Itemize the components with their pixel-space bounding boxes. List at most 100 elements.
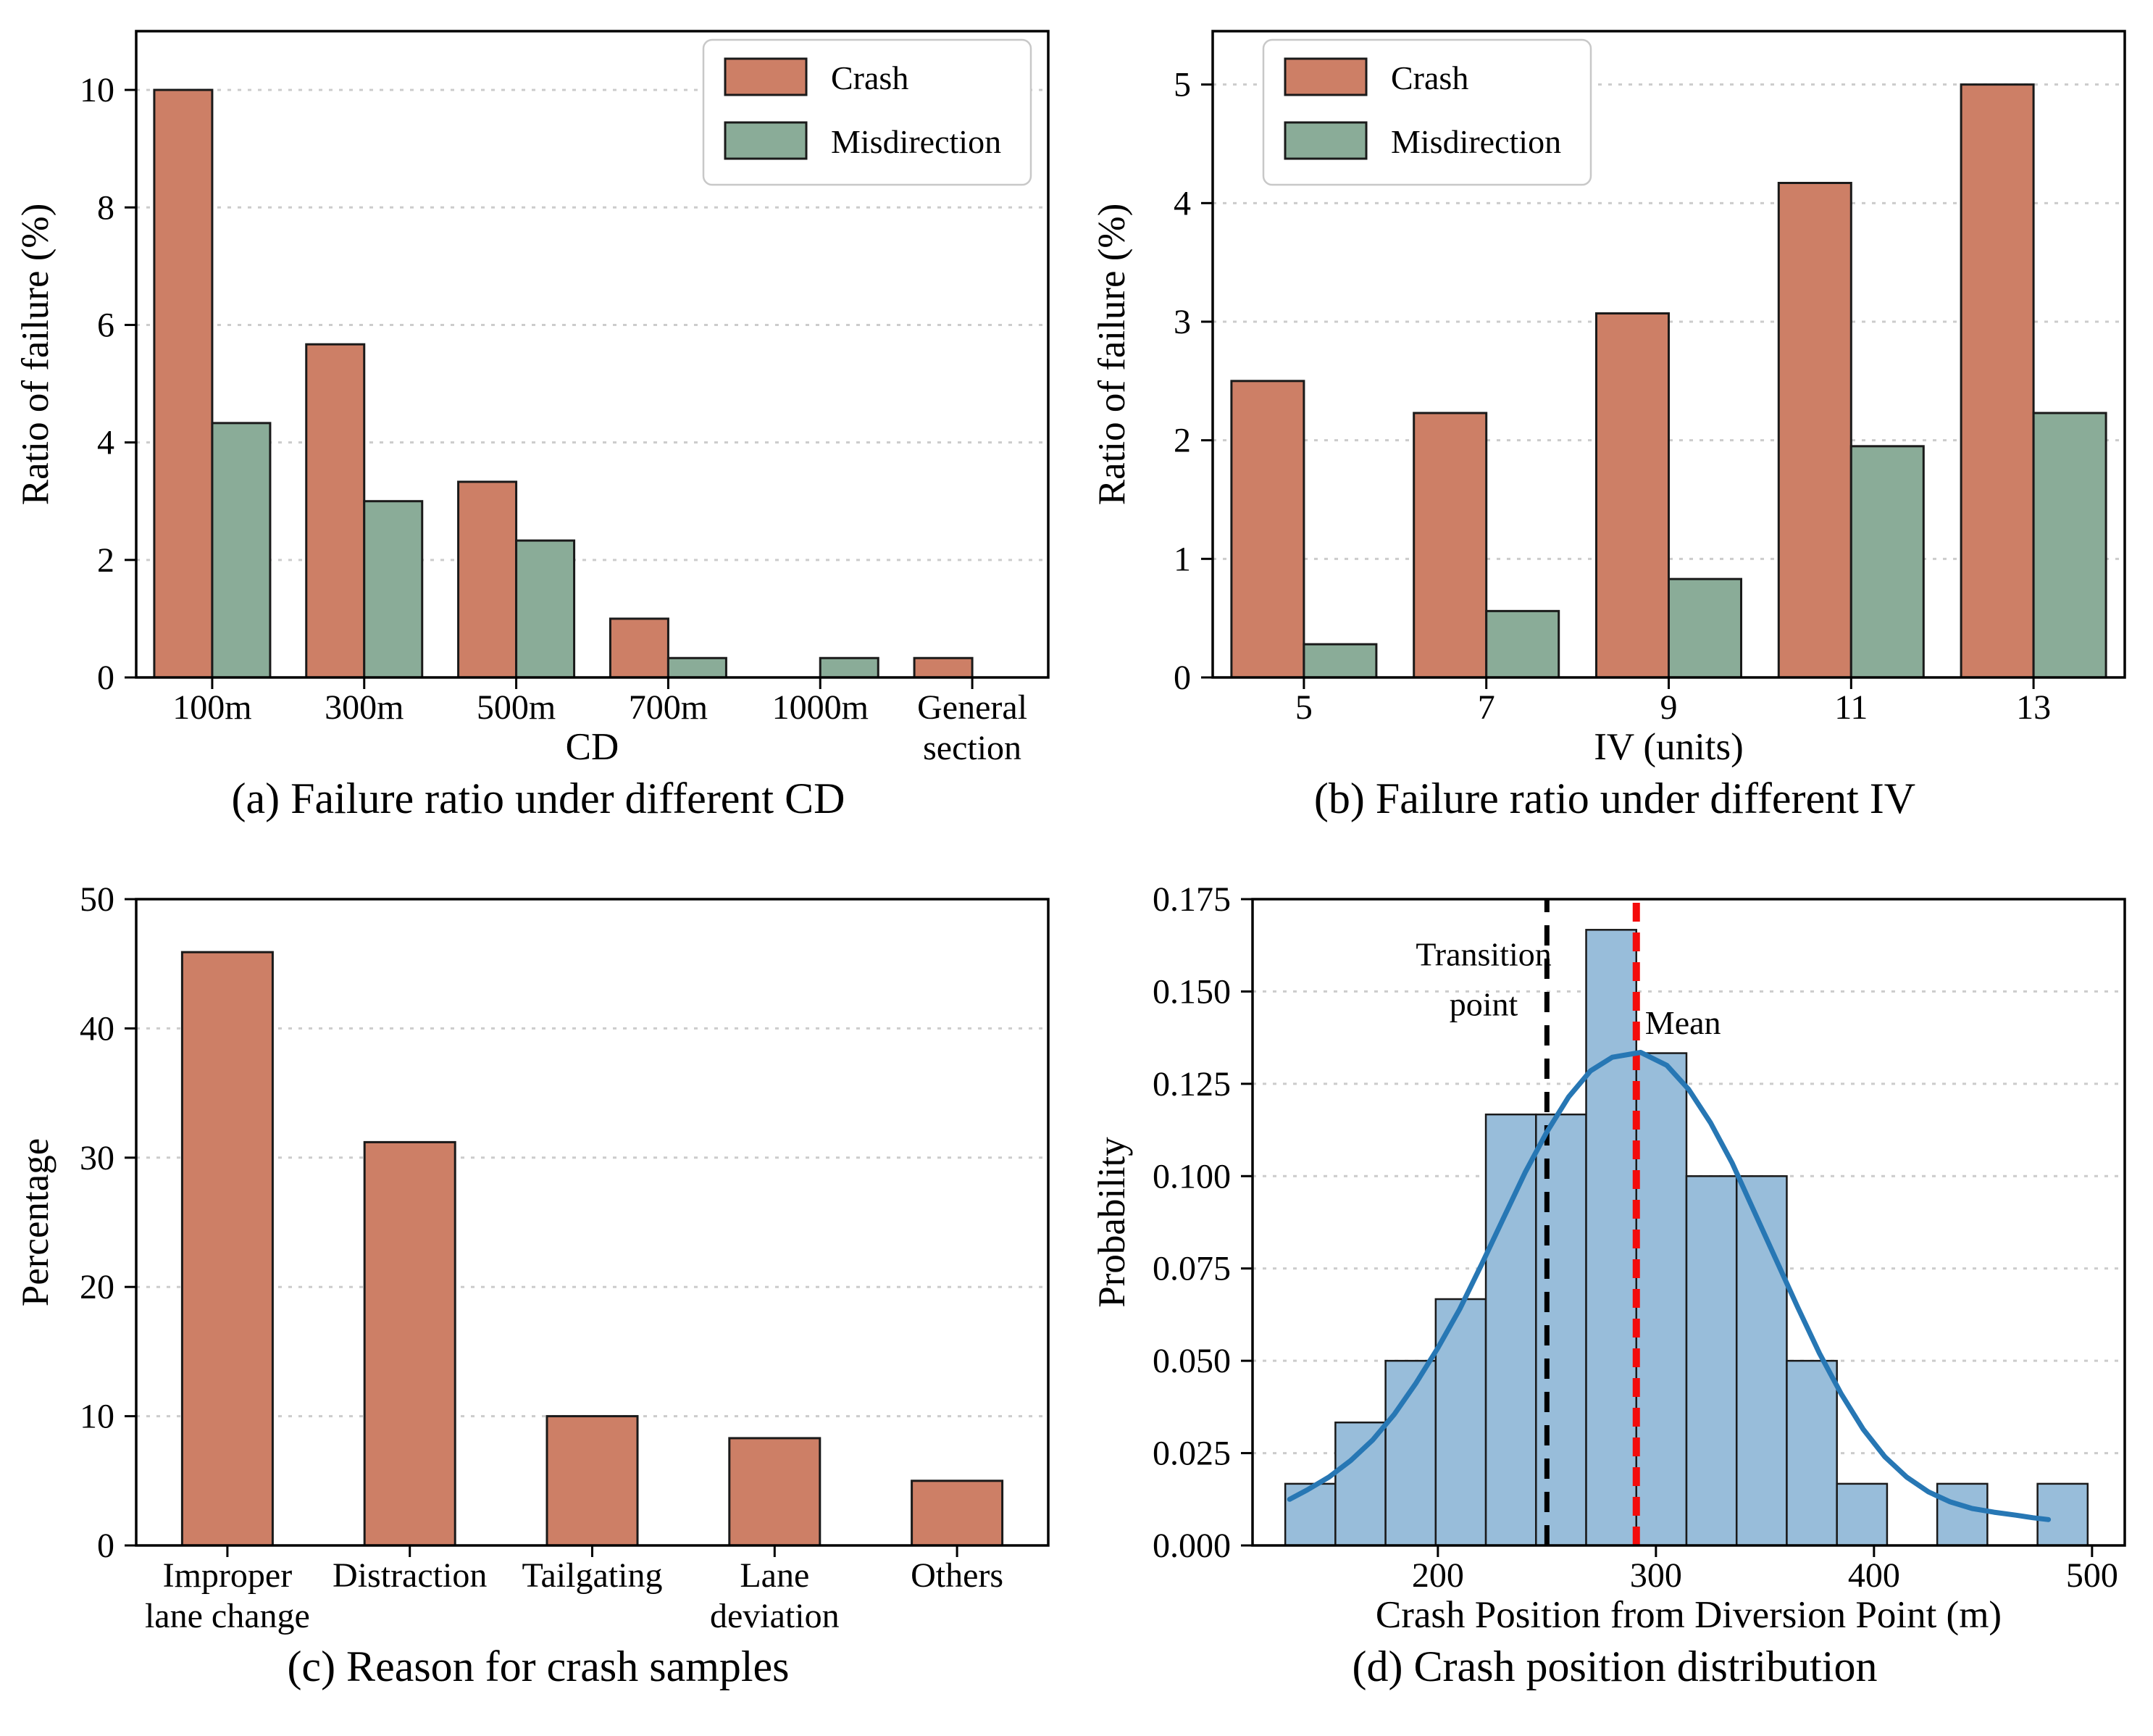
x-tick-label: 11 [1834,688,1868,727]
chart-failure-ratio-cd: 0 2 4 6 8 10 Ratio of failure (%) 100m 300m 500m 7… [14,30,1050,768]
y-tick-label: 8 [97,188,114,227]
legend-swatch-misdirection [1284,121,1368,160]
x-axis-label: Crash Position from Diversion Point (m) [1376,1594,2002,1636]
x-tick-label: 100m [172,688,251,727]
bar-crash-1 [1413,412,1488,679]
bar-crash-0 [153,88,214,679]
x-tick-label: 9 [1660,688,1678,727]
legend-label: Crash [1391,59,1468,96]
hist-bar-8 [1685,1175,1738,1547]
bar-crash-4 [911,1480,1004,1547]
y-tick-label: 50 [80,880,114,919]
x-tick-label: 400 [1848,1556,1900,1595]
x-tick-label: 7 [1478,688,1495,727]
bar-crash-0 [180,951,274,1547]
y-tick-label: 40 [80,1009,114,1048]
plot-frame [1211,30,2126,679]
bar-crash-5 [913,656,974,679]
x-tick-label: 300m [325,688,404,727]
hist-bar-11 [1836,1482,1889,1547]
bar-misdirection-0 [211,422,272,679]
hist-bar-6 [1585,929,1638,1547]
y-tick-label: 0.125 [1153,1065,1231,1103]
bar-misdirection-4 [2032,412,2107,679]
y-tick-label: 10 [80,1398,114,1436]
y-tick-label: 0.175 [1153,880,1231,919]
x-tick-label: 200 [1412,1556,1464,1595]
hist-bar-10 [1786,1359,1838,1547]
bar-crash-3 [728,1437,822,1547]
x-axis-label: CD [566,726,619,768]
x-tick-label: Tailgating [522,1556,663,1595]
bar-crash-0 [1230,380,1305,679]
x-tick-label: 5 [1295,688,1313,727]
hist-bar-13 [1936,1482,1989,1547]
x-tick-label: 1000m [772,688,869,727]
x-tick-label: deviation [710,1597,840,1635]
x-tick-label: 500m [477,688,556,727]
x-tick-label: 500 [2066,1556,2118,1595]
x-tick-label: Lane [740,1556,809,1595]
bar-crash-3 [1777,181,1852,679]
legend-swatch-misdirection [724,121,808,160]
y-tick-label: 0 [97,1527,114,1565]
y-axis-label: Percentage [14,1138,57,1306]
panel-d: 0.000 0.025 0.050 0.075 0.100 0.125 0.150 0.175… [1076,868,2153,1736]
y-tick-label: 0 [97,659,114,697]
bar-crash-2 [1595,312,1670,679]
panel-b: 0 1 2 3 4 5 Ratio of failure (%) 5 7 9 11 13 IV (uni… [1076,0,2153,868]
bar-crash-2 [545,1415,639,1547]
y-tick-label: 20 [80,1268,114,1306]
y-tick-label: 5 [1174,66,1191,104]
x-tick-label: 300 [1630,1556,1682,1595]
hist-bar-1 [1334,1422,1387,1547]
y-tick-label: 0.100 [1153,1157,1231,1195]
chart-crash-position-distribution: 0.000 0.025 0.050 0.075 0.100 0.125 0.150 0.175… [1091,880,2126,1636]
caption-c: (c) Reason for crash samples [287,1643,790,1690]
y-tick-label: 0.000 [1153,1527,1231,1565]
bar-misdirection-1 [1485,609,1560,679]
y-tick-label: 0.150 [1153,972,1231,1011]
y-tick-label: 2 [1174,422,1191,460]
caption-d: (d) Crash position distribution [1352,1643,1878,1690]
hist-bar-15 [2036,1482,2089,1547]
kde-curve [1287,1050,2052,1522]
y-tick-label: 4 [97,424,114,462]
x-tick-label: 13 [2016,688,2051,727]
bar-misdirection-4 [819,656,879,679]
y-tick-label: 0.050 [1153,1342,1231,1380]
bar-misdirection-3 [1849,445,1925,679]
panel-a: 0 2 4 6 8 10 Ratio of failure (%) 100m 300m 500m 7… [0,0,1076,868]
x-tick-label: General [917,688,1027,727]
y-tick-label: 0 [1174,659,1191,697]
x-tick-label: Distraction [333,1556,487,1595]
bar-crash-4 [1960,83,2035,679]
y-tick-label: 0.075 [1153,1250,1231,1288]
bar-misdirection-2 [1668,577,1742,679]
x-tick-label: section [923,729,1021,767]
legend-label: Crash [831,59,908,96]
transition-point-label: point [1450,986,1518,1023]
plot-frame [135,30,1050,679]
hist-bar-4 [1484,1113,1537,1547]
bar-crash-3 [609,617,669,679]
y-tick-label: 2 [97,541,114,580]
legend-label: Misdirection [1391,123,1561,160]
y-tick-label: 10 [80,71,114,109]
y-axis-label: Ratio of failure (%) [1091,204,1133,505]
transition-point-label: Transition [1416,936,1551,973]
y-axis-label: Ratio of failure (%) [14,204,57,505]
caption-b: (b) Failure ratio under different IV [1313,775,1916,822]
hist-bar-5 [1535,1113,1587,1547]
bar-misdirection-0 [1303,643,1378,679]
legend-swatch-crash [724,57,808,96]
x-tick-label: Others [911,1556,1003,1595]
y-tick-label: 4 [1174,184,1191,222]
x-axis-label: IV (units) [1594,726,1744,768]
legend-swatch-crash [1284,57,1368,96]
y-tick-label: 1 [1174,540,1191,578]
hist-bar-0 [1284,1482,1337,1547]
